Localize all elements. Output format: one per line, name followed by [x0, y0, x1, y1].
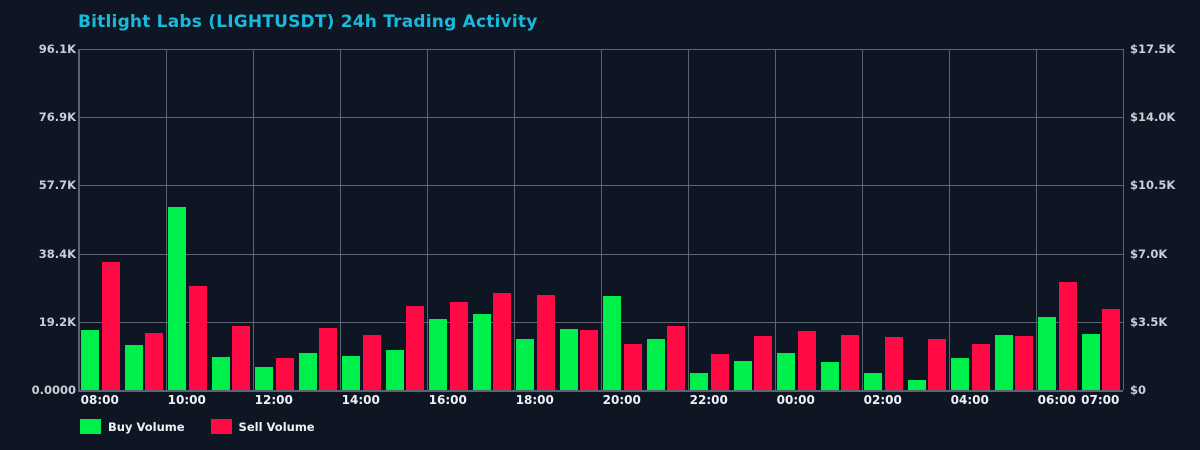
right-axis-tick-label: $14.0K	[1130, 110, 1176, 125]
gridline-vertical	[1123, 49, 1124, 390]
x-axis-tick-label: 06:00	[1037, 393, 1076, 407]
bar-buy-volume[interactable]	[646, 338, 665, 390]
bar-buy-volume[interactable]	[124, 344, 143, 390]
right-axis-tick-label: $10.5K	[1130, 178, 1176, 193]
bar-sell-volume[interactable]	[449, 302, 468, 390]
right-axis-tick-label: $17.5K	[1130, 42, 1176, 56]
gridline-vertical	[601, 49, 602, 390]
gridline-vertical	[253, 49, 254, 390]
x-axis-tick-label: 22:00	[689, 393, 728, 407]
x-axis-tick-label: 10:00	[167, 393, 206, 407]
legend-item[interactable]: Buy Volume	[80, 419, 185, 434]
left-axis-tick-label: 57.7K	[38, 178, 76, 193]
gridline-vertical	[688, 49, 689, 390]
bar-sell-volume[interactable]	[971, 344, 990, 390]
x-axis-tick-label: 16:00	[428, 393, 467, 407]
bar-buy-volume[interactable]	[81, 330, 100, 390]
bar-sell-volume[interactable]	[188, 286, 207, 390]
bar-buy-volume[interactable]	[1081, 333, 1100, 390]
bar-sell-volume[interactable]	[536, 295, 555, 390]
bar-sell-volume[interactable]	[232, 325, 251, 390]
bar-sell-volume[interactable]	[841, 334, 860, 390]
bar-buy-volume[interactable]	[559, 328, 578, 390]
chart-title: Bitlight Labs (LIGHTUSDT) 24h Trading Ac…	[78, 12, 538, 32]
bar-buy-volume[interactable]	[603, 295, 622, 390]
plot-area	[78, 49, 1124, 391]
bars-layer	[79, 49, 1123, 390]
left-axis-tick-label: 0.0000	[31, 383, 76, 397]
right-axis-tick-label: $3.5K	[1130, 314, 1168, 329]
x-axis-tick-label: 20:00	[602, 393, 641, 407]
bar-buy-volume[interactable]	[951, 358, 970, 390]
bar-sell-volume[interactable]	[580, 329, 599, 390]
bar-buy-volume[interactable]	[385, 349, 404, 390]
bar-sell-volume[interactable]	[797, 330, 816, 390]
gridline-vertical	[427, 49, 428, 390]
x-axis-tick-label: 12:00	[254, 393, 293, 407]
bar-sell-volume[interactable]	[1058, 282, 1077, 390]
bar-buy-volume[interactable]	[211, 356, 230, 390]
gridline-vertical	[949, 49, 950, 390]
bar-buy-volume[interactable]	[907, 379, 926, 390]
bar-sell-volume[interactable]	[667, 326, 686, 390]
bar-sell-volume[interactable]	[1015, 336, 1034, 390]
bar-sell-volume[interactable]	[710, 353, 729, 390]
legend-swatch-icon	[210, 419, 232, 434]
x-axis-tick-label: 18:00	[515, 393, 554, 407]
legend-item[interactable]: Sell Volume	[210, 419, 315, 434]
bar-buy-volume[interactable]	[1038, 316, 1057, 390]
bar-buy-volume[interactable]	[777, 353, 796, 390]
x-axis-tick-label: 00:00	[776, 393, 815, 407]
bar-sell-volume[interactable]	[493, 292, 512, 390]
left-axis-tick-label: 96.1K	[38, 42, 76, 56]
gridline-vertical	[514, 49, 515, 390]
bar-sell-volume[interactable]	[884, 337, 903, 390]
gridline-vertical	[775, 49, 776, 390]
bar-sell-volume[interactable]	[319, 328, 338, 390]
bar-sell-volume[interactable]	[406, 306, 425, 390]
left-axis-tick-label: 76.9K	[38, 110, 76, 125]
x-axis-tick-label: 14:00	[341, 393, 380, 407]
legend-swatch-icon	[80, 419, 101, 434]
bar-buy-volume[interactable]	[864, 372, 883, 390]
gridline-vertical	[166, 49, 167, 390]
left-axis-tick-label: 38.4K	[38, 246, 76, 261]
bar-sell-volume[interactable]	[362, 334, 381, 390]
bar-sell-volume[interactable]	[754, 335, 773, 390]
gridline-vertical	[862, 49, 863, 390]
left-axis-tick-label: 19.2K	[38, 314, 76, 329]
bar-sell-volume[interactable]	[1102, 309, 1121, 390]
legend-label: Buy Volume	[108, 419, 185, 434]
bar-buy-volume[interactable]	[516, 338, 535, 390]
bar-sell-volume[interactable]	[145, 332, 164, 390]
right-axis-tick-label: $7.0K	[1130, 246, 1168, 261]
x-axis-tick-label: 02:00	[863, 393, 902, 407]
bar-sell-volume[interactable]	[101, 261, 120, 390]
bar-buy-volume[interactable]	[994, 335, 1013, 390]
x-axis-line	[78, 390, 1123, 392]
gridline-vertical	[1036, 49, 1037, 390]
bar-buy-volume[interactable]	[733, 360, 752, 390]
bar-buy-volume[interactable]	[298, 353, 317, 390]
gridline-vertical	[79, 49, 80, 390]
bar-sell-volume[interactable]	[623, 344, 642, 390]
bar-buy-volume[interactable]	[472, 314, 491, 390]
bar-buy-volume[interactable]	[690, 373, 709, 390]
legend-label: Sell Volume	[238, 419, 315, 434]
bar-buy-volume[interactable]	[168, 206, 187, 390]
bar-buy-volume[interactable]	[255, 366, 274, 390]
x-axis-tick-label: 04:00	[950, 393, 989, 407]
right-axis-tick-label: $0	[1130, 383, 1147, 397]
bar-buy-volume[interactable]	[342, 355, 361, 390]
bar-buy-volume[interactable]	[820, 361, 839, 390]
x-axis-tick-label: 07:00	[1081, 393, 1120, 407]
bar-sell-volume[interactable]	[275, 358, 294, 390]
chart-legend: Buy Volume Sell Volume	[80, 419, 315, 434]
gridline-vertical	[340, 49, 341, 390]
bar-buy-volume[interactable]	[429, 318, 448, 390]
x-axis-tick-label: 08:00	[80, 393, 119, 407]
bar-sell-volume[interactable]	[928, 338, 947, 390]
